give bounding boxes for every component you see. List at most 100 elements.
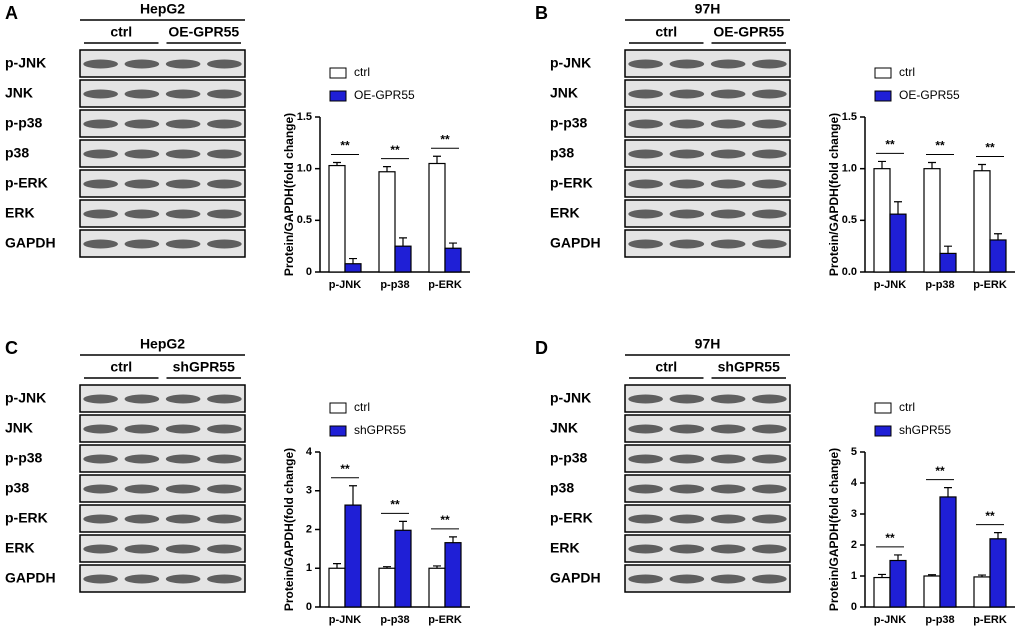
band xyxy=(752,514,787,524)
bar xyxy=(428,567,446,608)
x-tick-label: p-ERK xyxy=(428,279,462,291)
y-tick-label: 0 xyxy=(306,266,312,278)
error-bar xyxy=(383,566,391,569)
band xyxy=(165,394,201,404)
error-bar xyxy=(894,201,902,215)
band xyxy=(752,239,787,249)
band xyxy=(710,394,746,404)
y-tick-label: 5 xyxy=(851,446,857,458)
band xyxy=(628,179,663,189)
band xyxy=(710,454,746,464)
bar xyxy=(923,575,941,608)
y-tick-label: 3 xyxy=(851,508,857,520)
band xyxy=(669,514,705,524)
error-bar xyxy=(944,245,952,254)
band xyxy=(669,239,705,249)
band-label: p-ERK xyxy=(550,510,593,526)
error-bar xyxy=(878,573,886,578)
band xyxy=(628,544,663,554)
error-bar xyxy=(349,485,357,506)
bar xyxy=(394,245,412,273)
band xyxy=(207,179,242,189)
band xyxy=(124,59,160,69)
y-tick-label: 3 xyxy=(306,485,312,497)
legend-label: OE-GPR55 xyxy=(899,88,960,102)
band-label: p-p38 xyxy=(5,450,43,466)
y-tick-label: 2 xyxy=(851,539,857,551)
band xyxy=(83,424,118,434)
band xyxy=(752,484,787,494)
band-label: p-ERK xyxy=(550,175,593,191)
bar xyxy=(939,252,957,273)
x-tick-label: p-ERK xyxy=(973,614,1007,626)
legend-swatch xyxy=(874,402,892,414)
band xyxy=(710,239,746,249)
x-tick-label: p-p38 xyxy=(925,279,954,291)
band xyxy=(669,209,705,219)
band xyxy=(124,514,160,524)
legend-label: OE-GPR55 xyxy=(354,88,415,102)
band xyxy=(83,394,118,404)
band xyxy=(83,59,118,69)
band xyxy=(165,514,201,524)
band xyxy=(207,394,242,404)
band xyxy=(669,89,705,99)
band xyxy=(165,484,201,494)
band-label: ERK xyxy=(550,205,580,221)
x-tick-label: p-ERK xyxy=(428,614,462,626)
band xyxy=(752,209,787,219)
band xyxy=(628,119,663,129)
error-bar xyxy=(433,565,441,569)
bar xyxy=(378,567,396,608)
band xyxy=(165,239,201,249)
significance-label: ** xyxy=(985,509,995,523)
legend-swatch xyxy=(874,90,892,102)
band xyxy=(165,454,201,464)
band xyxy=(752,119,787,129)
panel-label: C xyxy=(5,338,18,358)
band xyxy=(83,574,118,584)
bar xyxy=(378,171,396,273)
legend-swatch xyxy=(329,67,347,79)
bar xyxy=(889,559,907,608)
band xyxy=(710,544,746,554)
band xyxy=(710,574,746,584)
error-bar xyxy=(994,233,1002,240)
cell-line: 97H xyxy=(695,336,721,352)
band xyxy=(669,544,705,554)
legend-label: shGPR55 xyxy=(899,423,951,437)
band xyxy=(83,89,118,99)
band xyxy=(752,59,787,69)
error-bar xyxy=(994,532,1002,539)
band xyxy=(124,484,160,494)
error-bar xyxy=(333,161,341,166)
error-bar xyxy=(399,520,407,531)
panel-label: D xyxy=(535,338,548,358)
y-tick-label: 1 xyxy=(306,562,312,574)
band-label: p-p38 xyxy=(550,450,588,466)
band xyxy=(752,149,787,159)
legend-swatch xyxy=(874,67,892,79)
band xyxy=(669,119,705,129)
band-label: JNK xyxy=(5,85,33,101)
bar xyxy=(328,567,346,608)
group-label: shGPR55 xyxy=(173,359,235,375)
band xyxy=(124,209,160,219)
band xyxy=(207,119,242,129)
band-label: p38 xyxy=(5,145,29,161)
legend-label: shGPR55 xyxy=(354,423,406,437)
band-label: p-ERK xyxy=(5,175,48,191)
band xyxy=(165,544,201,554)
band xyxy=(628,484,663,494)
band-label: p-JNK xyxy=(550,55,591,71)
band xyxy=(124,239,160,249)
significance-label: ** xyxy=(390,143,400,157)
bar xyxy=(939,496,957,608)
band xyxy=(669,454,705,464)
bar xyxy=(889,213,907,273)
bar xyxy=(989,239,1007,273)
band xyxy=(752,394,787,404)
band-label: p38 xyxy=(550,480,574,496)
band xyxy=(669,424,705,434)
